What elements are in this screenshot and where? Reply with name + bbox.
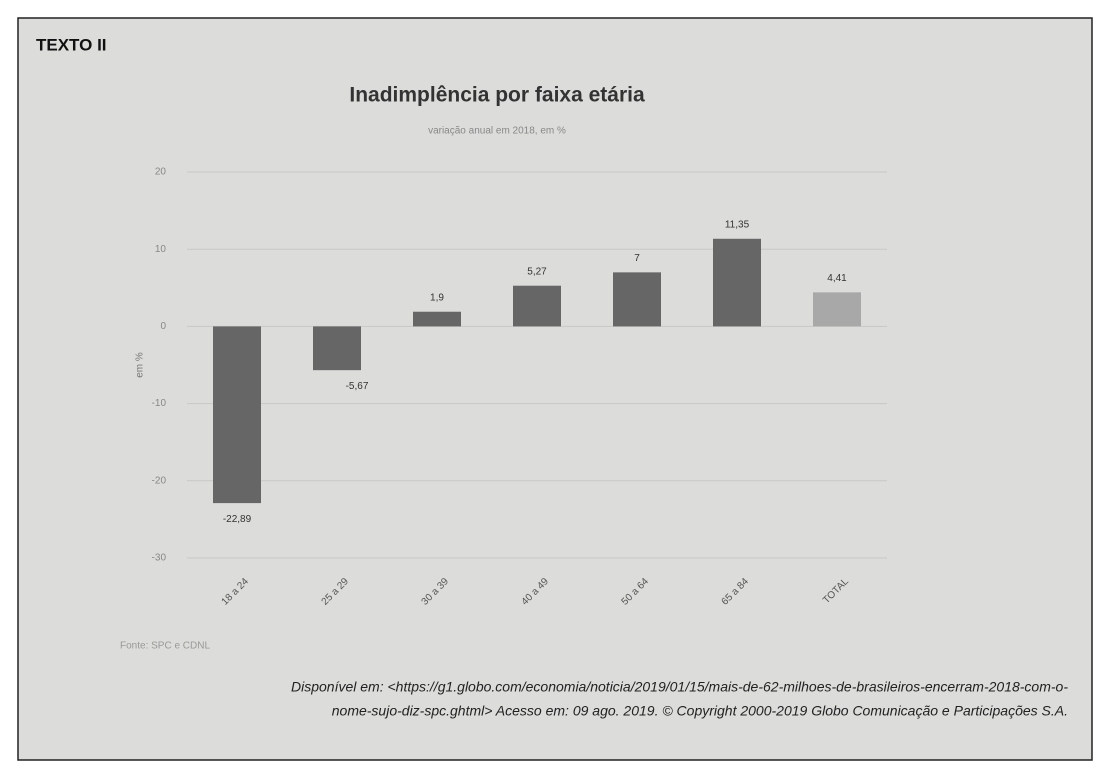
y-axis-label: em % [135,352,146,378]
y-tick-label: 10 [155,244,167,255]
y-tick-label: -10 [152,398,167,409]
chart-subtitle: variação anual em 2018, em % [428,126,566,137]
y-tick-label: 20 [155,167,167,178]
value-label: 7 [634,253,640,264]
bar [413,311,461,327]
citation-line: Disponível em: <https://g1.globo.com/eco… [291,679,1068,695]
bar [813,292,861,327]
page-frame [17,17,1093,761]
bar [613,272,661,327]
value-label: -5,67 [346,381,369,392]
value-label: -22,89 [223,514,252,525]
source: Fonte: SPC e CDNL [120,641,210,652]
bar [313,326,361,371]
value-label: 1,9 [430,292,444,303]
heading: TEXTO II [36,35,107,54]
citation-line: nome-sujo-diz-spc.ghtml> Acesso em: 09 a… [332,703,1068,719]
y-tick-label: -30 [152,553,167,564]
y-tick-label: 0 [160,321,166,332]
bar [713,238,761,327]
bar [213,326,261,504]
value-label: 4,41 [827,273,847,284]
chart-title: Inadimplência por faixa etária [349,84,645,107]
y-tick-label: -20 [152,475,167,486]
value-label: 11,35 [725,219,750,230]
bar [513,285,561,327]
value-label: 5,27 [527,266,547,277]
